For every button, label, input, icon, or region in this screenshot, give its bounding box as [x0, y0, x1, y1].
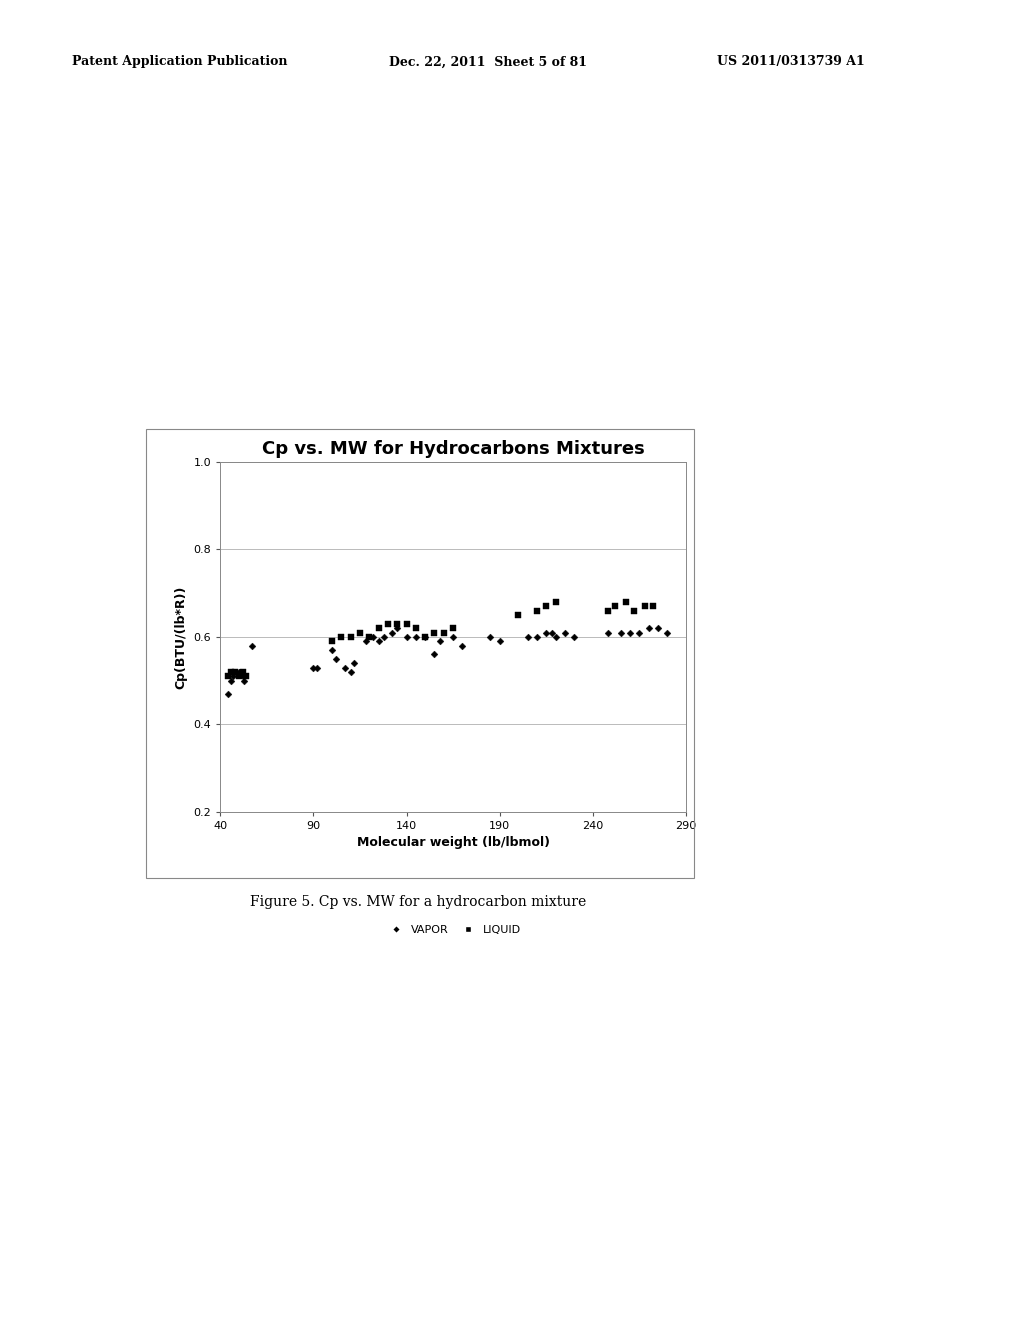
Point — [365, 627, 381, 648]
Point — [234, 665, 251, 686]
Point — [357, 631, 374, 652]
Title: Cp vs. MW for Hydrocarbons Mixtures: Cp vs. MW for Hydrocarbons Mixtures — [262, 440, 644, 458]
Point — [644, 595, 660, 616]
Point — [244, 635, 260, 656]
Point — [380, 614, 396, 635]
Point — [528, 627, 545, 648]
Point — [600, 601, 616, 622]
Legend: VAPOR, LIQUID: VAPOR, LIQUID — [381, 920, 525, 939]
Point — [650, 618, 667, 639]
Point — [548, 591, 564, 612]
Point — [408, 618, 424, 639]
Point — [510, 605, 526, 626]
Point — [659, 622, 676, 643]
Point — [482, 627, 499, 648]
Point — [219, 684, 236, 705]
Point — [637, 595, 653, 616]
Point — [383, 622, 399, 643]
Point — [223, 671, 240, 692]
Point — [417, 627, 433, 648]
Point — [641, 618, 657, 639]
Point — [342, 627, 358, 648]
Point — [371, 618, 387, 639]
Point — [361, 627, 378, 648]
Text: US 2011/0313739 A1: US 2011/0313739 A1 — [717, 55, 864, 69]
Point — [230, 661, 247, 682]
Point — [234, 661, 251, 682]
Point — [444, 627, 461, 648]
Point — [435, 622, 452, 643]
Point — [398, 614, 415, 635]
Point — [408, 627, 424, 648]
Point — [557, 622, 573, 643]
Point — [548, 627, 564, 648]
Point — [333, 627, 349, 648]
Point — [528, 601, 545, 622]
Point — [566, 627, 583, 648]
Point — [328, 648, 344, 669]
Point — [237, 671, 253, 692]
Point — [539, 595, 555, 616]
Point — [324, 639, 340, 660]
Point — [417, 627, 433, 648]
Point — [389, 618, 406, 639]
Point — [607, 595, 624, 616]
Point — [626, 601, 642, 622]
Point — [232, 661, 249, 682]
Point — [398, 627, 415, 648]
Y-axis label: Cp(BTU/(lb*R)): Cp(BTU/(lb*R)) — [175, 585, 187, 689]
Point — [389, 614, 406, 635]
Point — [324, 631, 340, 652]
Point — [342, 661, 358, 682]
Point — [432, 631, 449, 652]
Point — [544, 622, 560, 643]
Point — [309, 657, 326, 678]
Point — [376, 627, 392, 648]
Point — [539, 622, 555, 643]
Point — [622, 622, 638, 643]
Point — [223, 661, 240, 682]
Point — [346, 652, 362, 673]
Point — [519, 627, 536, 648]
Point — [305, 657, 322, 678]
Point — [618, 591, 635, 612]
Point — [225, 665, 242, 686]
Text: Figure 5. Cp vs. MW for a hydrocarbon mixture: Figure 5. Cp vs. MW for a hydrocarbon mi… — [250, 895, 586, 909]
Point — [227, 661, 244, 682]
Point — [238, 665, 254, 686]
Point — [426, 622, 442, 643]
Point — [352, 622, 369, 643]
Point — [337, 657, 353, 678]
X-axis label: Molecular weight (lb/lbmol): Molecular weight (lb/lbmol) — [356, 837, 550, 849]
Point — [219, 665, 236, 686]
Text: Patent Application Publication: Patent Application Publication — [72, 55, 287, 69]
Point — [455, 635, 471, 656]
Point — [426, 644, 442, 665]
Point — [631, 622, 648, 643]
Point — [612, 622, 629, 643]
Point — [492, 631, 508, 652]
Point — [230, 665, 247, 686]
Point — [600, 622, 616, 643]
Text: Dec. 22, 2011  Sheet 5 of 81: Dec. 22, 2011 Sheet 5 of 81 — [389, 55, 587, 69]
Point — [371, 631, 387, 652]
Point — [444, 618, 461, 639]
